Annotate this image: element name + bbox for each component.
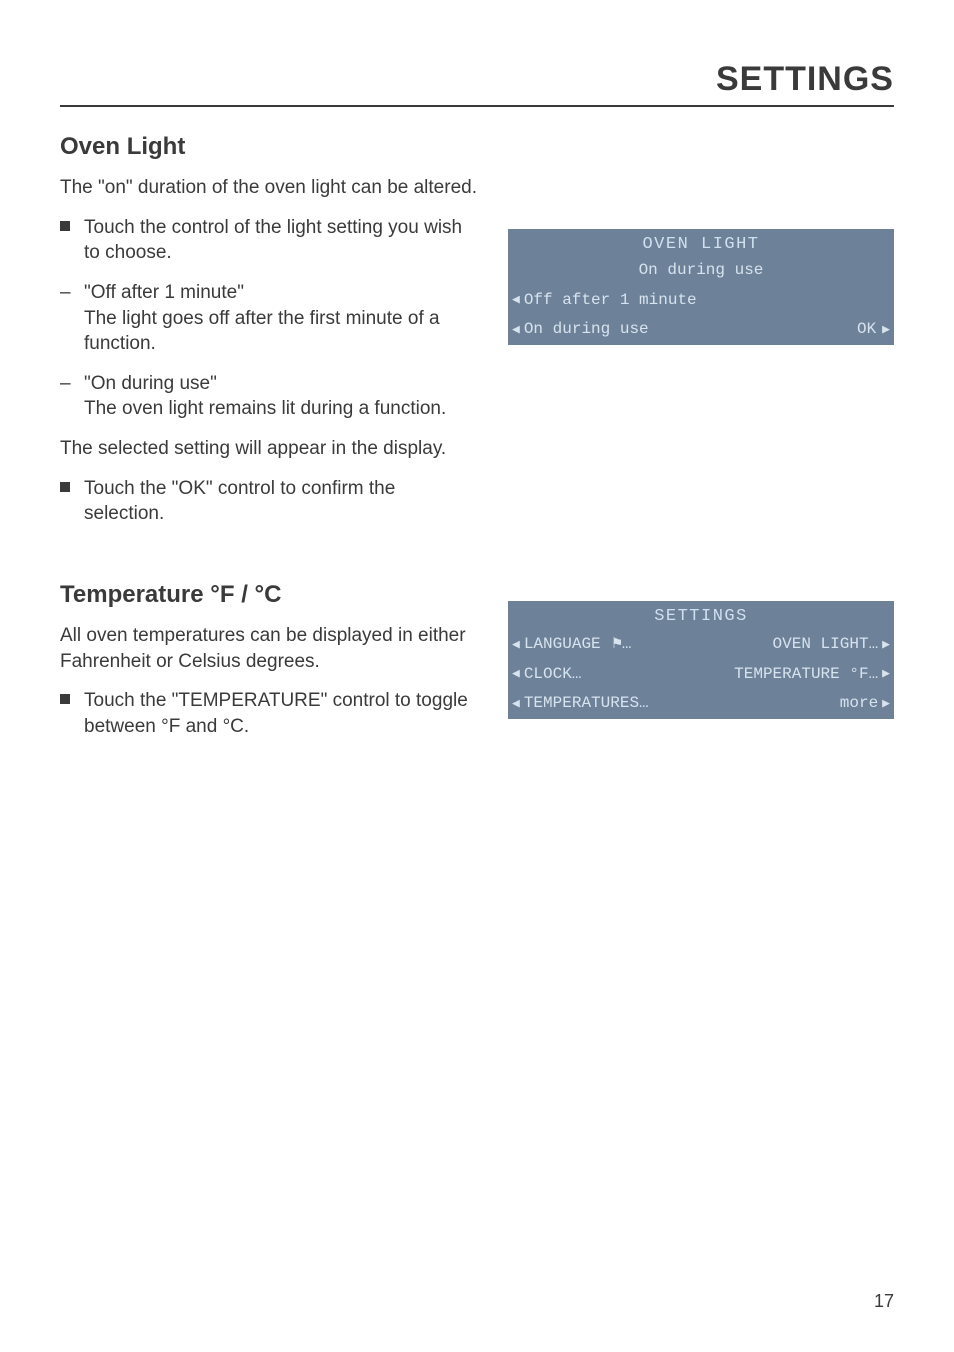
temperature-intro: All oven temperatures can be displayed i… <box>60 623 480 674</box>
screen2-right-col: OVEN LIGHT… ▶ TEMPERATURE °F… ▶ more ▶ <box>701 630 894 719</box>
oven-light-dashlist: "Off after 1 minute" The light goes off … <box>60 280 480 422</box>
temperature-heading: Temperature °F / °C <box>60 581 480 609</box>
triangle-left-icon: ◀ <box>512 694 520 715</box>
triangle-right-icon: ▶ <box>882 694 890 715</box>
oven-light-bullet2: Touch the "OK" control to confirm the se… <box>60 476 480 527</box>
dash2-body: The oven light remains lit during a func… <box>84 398 446 419</box>
oven-light-block: Oven Light The "on" duration of the oven… <box>60 133 894 541</box>
screen2-title: SETTINGS <box>508 601 894 630</box>
screen1-title: OVEN LIGHT <box>508 229 894 258</box>
screen2-left-col: ◀ LANGUAGE ⚑… ◀ CLOCK… ◀ TEMPE <box>508 630 701 719</box>
triangle-right-icon: ▶ <box>882 320 890 341</box>
screen2-r3-label: more <box>840 691 878 717</box>
screen2-l1-label: LANGUAGE ⚑… <box>524 632 697 658</box>
triangle-left-icon: ◀ <box>512 320 520 341</box>
flag-icon: ⚑… <box>612 635 631 653</box>
triangle-left-icon: ◀ <box>512 290 520 311</box>
oven-light-heading: Oven Light <box>60 133 480 161</box>
screen1-row2[interactable]: ◀ On during use OK ▶ <box>508 315 894 345</box>
oven-light-screen: OVEN LIGHT On during use ◀ Off after 1 m… <box>508 229 894 345</box>
screen1-row1[interactable]: ◀ Off after 1 minute <box>508 286 894 316</box>
page-number: 17 <box>874 1291 894 1312</box>
screen2-l2-label: CLOCK… <box>524 662 697 688</box>
oven-light-text-col: Oven Light The "on" duration of the oven… <box>60 133 480 541</box>
oven-light-intro: The "on" duration of the oven light can … <box>60 175 480 201</box>
dash1-body: The light goes off after the first minut… <box>84 308 440 355</box>
temperature-text-col: Temperature °F / °C All oven temperature… <box>60 581 480 754</box>
page-title: SETTINGS <box>60 60 894 107</box>
temperature-bullet1: Touch the "TEMPERATURE" control to toggl… <box>60 688 480 739</box>
triangle-right-icon: ▶ <box>882 635 890 656</box>
temperature-list1: Touch the "TEMPERATURE" control to toggl… <box>60 688 480 739</box>
screen2-l2[interactable]: ◀ CLOCK… <box>508 660 701 690</box>
screen1-subtitle: On during use <box>508 258 894 286</box>
screen2-l3[interactable]: ◀ TEMPERATURES… <box>508 689 701 719</box>
oven-light-bullet1: Touch the control of the light setting y… <box>60 215 480 266</box>
dash1-title: "Off after 1 minute" <box>84 282 244 303</box>
screen1-row2-label: On during use <box>524 317 857 343</box>
screen2-l1[interactable]: ◀ LANGUAGE ⚑… <box>508 630 701 660</box>
screen1-ok[interactable]: OK <box>857 317 878 343</box>
settings-screen-col: SETTINGS ◀ LANGUAGE ⚑… ◀ CLOCK… <box>508 581 894 754</box>
screen2-r1-label: OVEN LIGHT… <box>773 632 879 658</box>
screen2-r3[interactable]: more ▶ <box>701 689 894 719</box>
oven-light-list2: Touch the "OK" control to confirm the se… <box>60 476 480 527</box>
page-root: SETTINGS Oven Light The "on" duration of… <box>0 0 954 1352</box>
temperature-block: Temperature °F / °C All oven temperature… <box>60 581 894 754</box>
triangle-left-icon: ◀ <box>512 635 520 656</box>
screen1-row1-label: Off after 1 minute <box>524 288 890 314</box>
screen2-l1-text: LANGUAGE <box>524 635 601 653</box>
triangle-right-icon: ▶ <box>882 664 890 685</box>
screen2-r1[interactable]: OVEN LIGHT… ▶ <box>701 630 894 660</box>
screen2-r2[interactable]: TEMPERATURE °F… ▶ <box>701 660 894 690</box>
oven-light-outro: The selected setting will appear in the … <box>60 436 480 462</box>
screen2-grid: ◀ LANGUAGE ⚑… ◀ CLOCK… ◀ TEMPE <box>508 630 894 719</box>
oven-light-dash1: "Off after 1 minute" The light goes off … <box>60 280 480 357</box>
oven-light-dash2: "On during use" The oven light remains l… <box>60 371 480 422</box>
oven-light-screen-col: OVEN LIGHT On during use ◀ Off after 1 m… <box>508 133 894 541</box>
triangle-left-icon: ◀ <box>512 664 520 685</box>
screen2-r2-label: TEMPERATURE °F… <box>734 662 878 688</box>
settings-screen: SETTINGS ◀ LANGUAGE ⚑… ◀ CLOCK… <box>508 601 894 719</box>
oven-light-list1: Touch the control of the light setting y… <box>60 215 480 266</box>
dash2-title: "On during use" <box>84 373 217 394</box>
screen2-l3-label: TEMPERATURES… <box>524 691 697 717</box>
